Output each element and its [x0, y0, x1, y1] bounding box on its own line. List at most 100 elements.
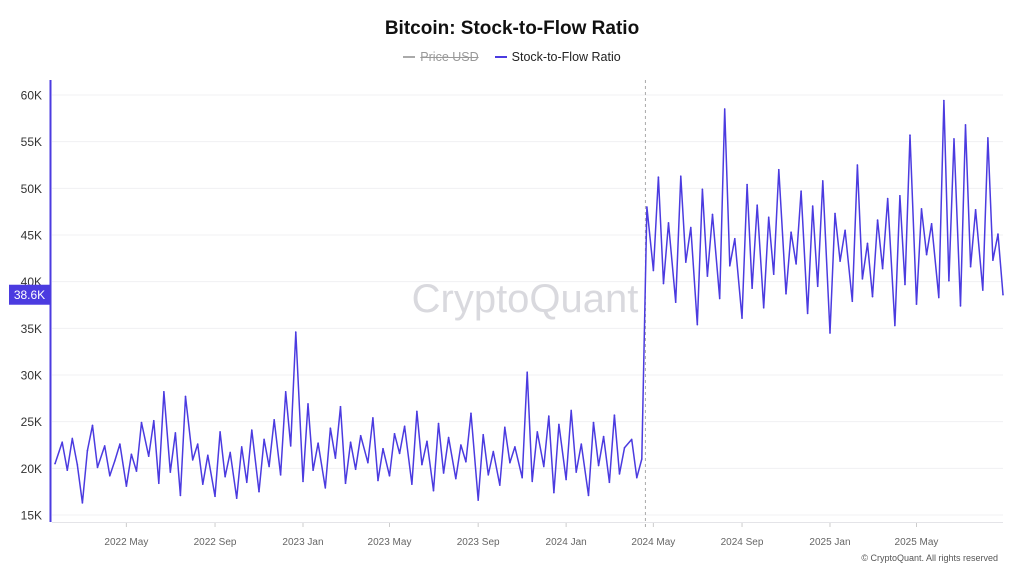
data-point — [613, 414, 616, 416]
data-point — [746, 183, 748, 186]
data-point — [54, 462, 56, 465]
data-point — [447, 436, 450, 439]
legend-item-stock-to-flow[interactable]: Stock-to-Flow Ratio — [494, 50, 621, 64]
data-point — [279, 474, 282, 476]
data-point — [821, 180, 824, 182]
data-point — [477, 499, 479, 501]
data-point — [623, 447, 626, 449]
x-tick-label: 2025 Jan — [809, 537, 850, 548]
data-point — [844, 229, 846, 232]
data-point — [71, 437, 74, 440]
data-point — [851, 300, 854, 303]
data-point — [258, 490, 260, 493]
data-point — [679, 175, 682, 177]
last-value-label: 38.6K — [14, 288, 45, 302]
data-point — [96, 466, 99, 469]
data-point — [876, 219, 879, 221]
data-point — [553, 491, 555, 494]
data-point — [130, 453, 133, 456]
data-point — [800, 190, 802, 192]
data-point — [284, 391, 287, 393]
y-tick-label: 60K — [21, 89, 42, 103]
data-point — [411, 483, 413, 486]
data-point — [207, 454, 209, 457]
data-point — [268, 465, 270, 468]
data-point — [294, 331, 297, 333]
x-tick-label: 2023 May — [368, 537, 412, 548]
data-point — [169, 471, 172, 473]
data-point — [526, 371, 528, 374]
y-tick-label: 20K — [21, 462, 42, 476]
data-point — [881, 267, 884, 270]
data-point — [597, 464, 600, 467]
data-point — [806, 312, 809, 315]
x-tick-label: 2024 Jan — [546, 537, 587, 548]
data-point — [542, 465, 545, 468]
data-point — [273, 419, 275, 421]
watermark: CryptoQuant — [412, 277, 639, 321]
data-point — [487, 474, 490, 476]
data-point — [504, 426, 506, 429]
data-point — [158, 482, 160, 485]
data-point — [718, 297, 721, 300]
data-point — [492, 450, 495, 453]
y-tick-label: 55K — [21, 135, 42, 149]
data-point — [140, 421, 143, 424]
data-point — [964, 124, 967, 126]
data-point — [690, 226, 692, 229]
data-point — [114, 460, 116, 462]
data-point — [959, 305, 962, 307]
data-point — [920, 208, 923, 210]
data-point — [263, 438, 265, 441]
data-point — [909, 134, 911, 136]
data-point — [630, 438, 633, 441]
data-point — [191, 459, 194, 461]
data-point — [119, 443, 121, 445]
data-point — [969, 265, 972, 268]
data-point — [455, 477, 457, 480]
data-point — [61, 441, 64, 444]
data-point — [575, 471, 578, 473]
data-point — [536, 431, 539, 433]
data-point — [329, 427, 332, 430]
data-point — [388, 475, 391, 477]
data-point — [377, 479, 379, 482]
data-point — [974, 209, 977, 211]
legend-item-price-usd[interactable]: Price USD — [403, 50, 479, 64]
data-point — [76, 463, 79, 466]
data-point — [344, 482, 347, 485]
data-point — [646, 206, 648, 208]
data-point — [762, 307, 765, 309]
data-point — [662, 282, 665, 285]
data-point — [135, 470, 138, 472]
legend: Price USD Stock-to-Flow Ratio — [0, 50, 1024, 64]
data-point — [565, 478, 567, 481]
copyright-footer: © CryptoQuant. All rights reserved — [861, 553, 998, 563]
data-point — [289, 445, 292, 447]
data-point — [219, 431, 221, 433]
data-point — [816, 285, 819, 288]
data-point — [839, 260, 841, 262]
legend-label-stock-to-flow: Stock-to-Flow Ratio — [511, 50, 621, 64]
x-tick-label: 2022 May — [104, 537, 148, 548]
data-point — [558, 423, 560, 426]
data-point — [886, 197, 889, 200]
stock-to-flow-line — [54, 99, 1004, 504]
y-tick-label: 25K — [21, 415, 42, 429]
data-point — [235, 497, 238, 500]
data-point — [196, 443, 199, 445]
data-point — [482, 433, 485, 436]
data-point — [470, 412, 472, 415]
data-point — [811, 205, 814, 207]
data-point — [992, 259, 994, 262]
data-point — [580, 443, 583, 445]
data-point — [925, 253, 928, 256]
data-point — [829, 332, 831, 334]
x-tick-label: 2024 May — [631, 537, 675, 548]
data-point — [421, 463, 423, 466]
data-point — [224, 475, 226, 478]
data-point — [997, 233, 999, 235]
data-point — [987, 137, 989, 139]
data-point — [465, 461, 467, 463]
data-point — [894, 324, 896, 327]
